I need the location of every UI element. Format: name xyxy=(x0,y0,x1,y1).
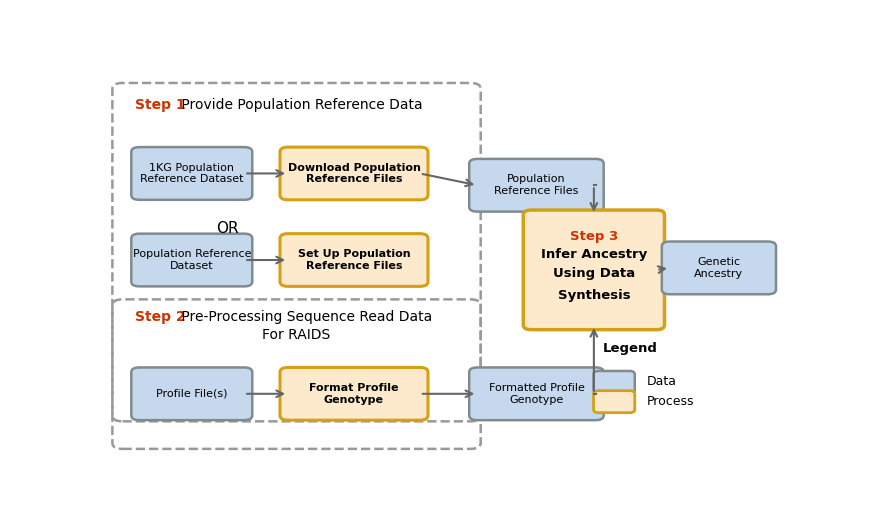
Text: Using Data: Using Data xyxy=(553,267,635,281)
FancyBboxPatch shape xyxy=(132,234,252,286)
FancyBboxPatch shape xyxy=(280,147,428,200)
Text: Set Up Population
Reference Files: Set Up Population Reference Files xyxy=(297,249,411,271)
FancyBboxPatch shape xyxy=(132,367,252,420)
FancyBboxPatch shape xyxy=(662,242,776,294)
FancyBboxPatch shape xyxy=(469,159,603,212)
Text: Population
Reference Files: Population Reference Files xyxy=(494,174,579,196)
FancyBboxPatch shape xyxy=(280,234,428,286)
Text: Population Reference
Dataset: Population Reference Dataset xyxy=(133,249,251,271)
Text: Pre-Processing Sequence Read Data: Pre-Processing Sequence Read Data xyxy=(177,310,433,324)
FancyBboxPatch shape xyxy=(523,210,664,330)
FancyBboxPatch shape xyxy=(594,390,635,413)
Text: Step 2: Step 2 xyxy=(134,310,186,324)
FancyBboxPatch shape xyxy=(280,367,428,420)
Text: Process: Process xyxy=(646,395,694,408)
Text: Genetic
Ancestry: Genetic Ancestry xyxy=(694,257,744,278)
Text: Formatted Profile
Genotype: Formatted Profile Genotype xyxy=(488,383,584,405)
Text: Format Profile
Genotype: Format Profile Genotype xyxy=(310,383,399,405)
Text: Infer Ancestry: Infer Ancestry xyxy=(541,248,647,261)
Text: Step 1: Step 1 xyxy=(134,98,186,111)
Text: Download Population
Reference Files: Download Population Reference Files xyxy=(288,162,420,184)
Text: Provide Population Reference Data: Provide Population Reference Data xyxy=(176,98,422,111)
Text: Data: Data xyxy=(646,376,677,388)
Text: OR: OR xyxy=(216,221,239,236)
FancyBboxPatch shape xyxy=(594,371,635,393)
Text: Step 3: Step 3 xyxy=(569,230,618,243)
Text: 1KG Population
Reference Dataset: 1KG Population Reference Dataset xyxy=(140,162,243,184)
Text: Synthesis: Synthesis xyxy=(557,289,630,302)
Text: Legend: Legend xyxy=(603,342,657,355)
Text: For RAIDS: For RAIDS xyxy=(262,328,330,342)
FancyBboxPatch shape xyxy=(469,367,603,420)
FancyBboxPatch shape xyxy=(132,147,252,200)
Text: Profile File(s): Profile File(s) xyxy=(156,389,228,399)
